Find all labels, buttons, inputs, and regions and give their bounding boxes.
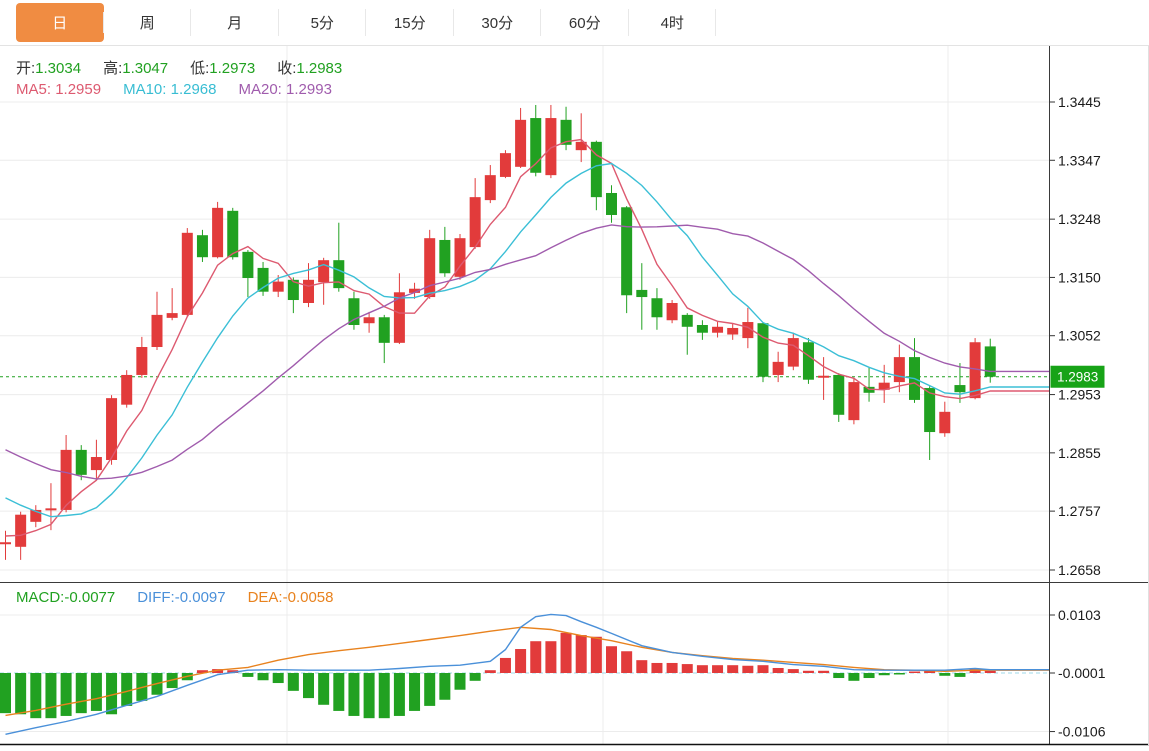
svg-text:1.2983: 1.2983 [1057, 370, 1098, 385]
current-price-badge: 1.2983 [1050, 365, 1105, 388]
macd-axis-labels: 0.0103 -0.0001 -0.0106 [1050, 607, 1106, 740]
timeframe-tabbar: 日 周 月 5分 15分 30分 60分 4时 [0, 0, 1149, 46]
macd-readout: MACD:-0.0077 DIFF:-0.0097 DEA:-0.0058 [16, 589, 355, 606]
diff-value: DIFF:-0.0097 [137, 589, 226, 606]
ma10-line [5, 162, 1050, 518]
ma5-value: MA5: 1.2959 [16, 81, 102, 98]
svg-text:1.3150: 1.3150 [1058, 269, 1101, 285]
close-value: 收:1.2983 [277, 60, 343, 77]
macd-histogram [0, 632, 996, 719]
price-axis-labels: 1.3445 1.3347 1.3248 1.3150 1.3052 1.2953 1.28… [1050, 94, 1101, 578]
svg-text:1.3052: 1.3052 [1058, 328, 1101, 344]
gridlines [0, 46, 1050, 745]
ohlc-readout: 开:1.3034 高:1.3047 低:1.2973 收:1.2983 [16, 57, 364, 78]
svg-text:1.2953: 1.2953 [1058, 387, 1101, 403]
svg-text:-0.0106: -0.0106 [1058, 724, 1106, 740]
diff-line [5, 613, 1050, 735]
high-value: 高:1.3047 [103, 60, 169, 77]
svg-text:1.2757: 1.2757 [1058, 503, 1101, 519]
macd-chart-area[interactable] [0, 583, 1050, 745]
tab-30min[interactable]: 30分 [454, 0, 542, 45]
svg-text:1.2658: 1.2658 [1058, 562, 1101, 578]
tab-4hour[interactable]: 4时 [629, 0, 717, 45]
ma10-value: MA10: 1.2968 [123, 81, 217, 98]
tab-60min[interactable]: 60分 [541, 0, 629, 45]
price-chart-area[interactable] [0, 46, 1050, 582]
svg-text:1.3248: 1.3248 [1058, 211, 1101, 227]
ma20-value: MA20: 1.2993 [238, 81, 332, 98]
tab-5min[interactable]: 5分 [279, 0, 367, 45]
ma5-line [5, 138, 1050, 537]
candlestick-series [0, 104, 996, 560]
low-value: 低:1.2973 [190, 60, 256, 77]
open-value: 开:1.3034 [16, 60, 82, 77]
tab-day[interactable]: 日 [16, 3, 104, 42]
svg-text:-0.0001: -0.0001 [1058, 665, 1106, 681]
svg-text:1.2855: 1.2855 [1058, 445, 1101, 461]
svg-text:0.0103: 0.0103 [1058, 607, 1101, 623]
macd-value: MACD:-0.0077 [16, 589, 116, 606]
ma20-line [5, 224, 1050, 480]
tab-15min[interactable]: 15分 [366, 0, 454, 45]
svg-text:1.3445: 1.3445 [1058, 94, 1101, 110]
tab-week[interactable]: 周 [104, 0, 192, 45]
ma-readout: MA5: 1.2959 MA10: 1.2968 MA20: 1.2993 [16, 81, 354, 98]
svg-text:1.3347: 1.3347 [1058, 152, 1101, 168]
dea-value: DEA:-0.0058 [247, 589, 334, 606]
tab-month[interactable]: 月 [191, 0, 279, 45]
